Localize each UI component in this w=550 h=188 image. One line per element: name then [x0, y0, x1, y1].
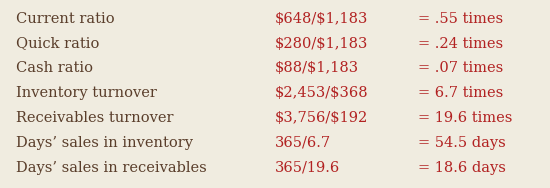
Text: Inventory turnover: Inventory turnover: [16, 86, 157, 100]
Text: Days’ sales in inventory: Days’ sales in inventory: [16, 136, 194, 150]
Text: = .07 times: = .07 times: [418, 61, 503, 75]
Text: Receivables turnover: Receivables turnover: [16, 111, 174, 125]
Text: \$280/\$1,183: \$280/\$1,183: [275, 37, 368, 51]
Text: 365/6.7: 365/6.7: [275, 136, 331, 150]
Text: \$88/\$1,183: \$88/\$1,183: [275, 61, 359, 75]
Text: = .24 times: = .24 times: [418, 37, 503, 51]
Text: \$2,453/\$368: \$2,453/\$368: [275, 86, 368, 100]
Text: Cash ratio: Cash ratio: [16, 61, 94, 75]
Text: = .55 times: = .55 times: [418, 12, 503, 26]
Text: Quick ratio: Quick ratio: [16, 37, 100, 51]
Text: 365/19.6: 365/19.6: [275, 161, 340, 175]
Text: Days’ sales in receivables: Days’ sales in receivables: [16, 161, 207, 175]
Text: = 54.5 days: = 54.5 days: [418, 136, 506, 150]
Text: = 6.7 times: = 6.7 times: [418, 86, 503, 100]
Text: = 18.6 days: = 18.6 days: [418, 161, 506, 175]
Text: = 19.6 times: = 19.6 times: [418, 111, 513, 125]
Text: \$648/\$1,183: \$648/\$1,183: [275, 12, 368, 26]
Text: Current ratio: Current ratio: [16, 12, 115, 26]
Text: \$3,756/\$192: \$3,756/\$192: [275, 111, 368, 125]
